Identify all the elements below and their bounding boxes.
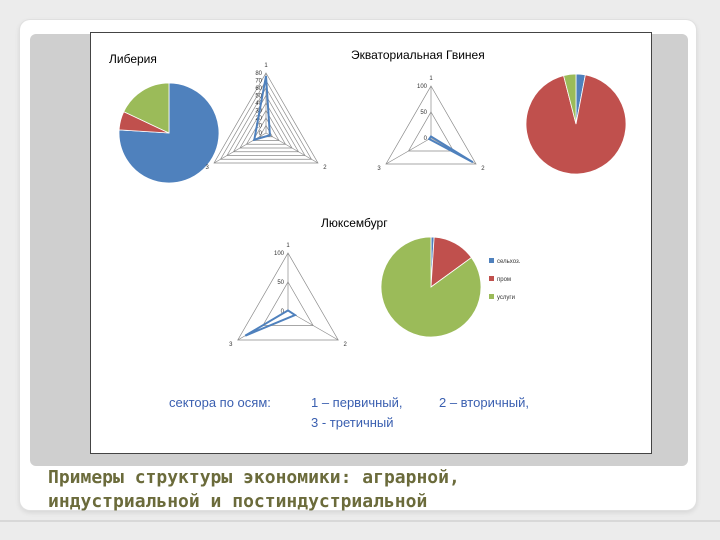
pie3-slice-2: [525, 74, 627, 175]
radar2-spoke-3: [385, 137, 432, 165]
radar1-tick-1: 10: [255, 124, 262, 130]
radar1-axis-label-1: 1: [264, 63, 268, 69]
radar4-tick-2: 100: [274, 251, 285, 257]
slide-title: Примеры структуры экономики: аграрной, и…: [48, 466, 668, 514]
radar1-tick-7: 70: [255, 79, 262, 85]
radar4-axis-label-1: 1: [286, 243, 290, 249]
radar1-tick-4: 40: [255, 101, 262, 107]
radar1-axis-label-2: 2: [323, 165, 327, 171]
legend-label-2: пром: [497, 277, 511, 283]
radar1-grid-ring-5: [232, 94, 300, 153]
legend-swatch-1: [489, 258, 494, 263]
legend-swatch-2: [489, 276, 494, 281]
radar1-grid-ring-6: [226, 87, 306, 156]
chart-title-eq-guinea: Экваториальная Гвинея: [351, 48, 485, 62]
radar4-tick-1: 50: [277, 280, 284, 286]
legend-label-3: услуги: [497, 295, 515, 301]
radar4-grid-ring-1: [262, 281, 314, 326]
radar4-axis-label-3: 3: [229, 342, 233, 348]
radar1-tick-8: 80: [255, 71, 262, 77]
radar1-axis-label-3: 3: [205, 165, 209, 171]
axes-note-item1: 1 – первичный,: [311, 395, 403, 410]
pie0-slice-3: [123, 82, 170, 134]
radar2-tick-0: 0: [424, 136, 428, 142]
axes-note-label: сектора по осям:: [169, 395, 271, 410]
radar2-axis-label-2: 2: [481, 166, 485, 172]
chart-title-luxembourg: Люксембург: [321, 216, 388, 230]
pie3-slice-3: [563, 73, 577, 125]
axes-note-item2: 2 – вторичный,: [439, 395, 530, 410]
figure-box: Либерия Экваториальная Гвинея Люксембург…: [90, 32, 652, 454]
radar4-tick-0: 0: [281, 309, 285, 315]
legend-label-1: сельхоз.: [497, 259, 521, 265]
radar2-grid-ring-1: [407, 111, 455, 152]
radar2-grid-ring-2: [385, 85, 477, 165]
radar1-grid-ring-8: [213, 72, 319, 164]
chart-title-liberia: Либерия: [109, 52, 157, 66]
radar2-tick-1: 50: [420, 110, 427, 116]
slide-divider: [0, 520, 720, 522]
radar4-spoke-2: [287, 310, 339, 341]
radar4-axis-label-2: 2: [343, 342, 347, 348]
radar1-grid-ring-4: [239, 102, 293, 149]
radar1-spoke-2: [265, 132, 319, 164]
radar1-grid-ring-2: [252, 117, 280, 141]
radar2-axis-label-3: 3: [377, 166, 381, 172]
radar2-axis-label-1: 1: [429, 76, 433, 82]
charts-canvas: Либерия Экваториальная Гвинея Люксембург…: [109, 48, 627, 348]
slide-title-line2: индустриальной и постиндустриальной: [48, 491, 428, 512]
radar1-data-series: [253, 75, 271, 142]
radar4-data-series: [244, 309, 298, 337]
radar4-grid-ring-2: [237, 252, 339, 341]
radar2-data-series: [427, 135, 474, 164]
radar2-tick-2: 100: [417, 84, 428, 90]
radar1-tick-6: 60: [255, 86, 262, 92]
radar1-grid-ring-7: [219, 79, 313, 160]
axes-note-item3: 3 - третичный: [311, 415, 394, 430]
pie5-slice-3: [380, 236, 482, 338]
legend-swatch-3: [489, 294, 494, 299]
slide-title-line1: Примеры структуры экономики: аграрной,: [48, 467, 460, 488]
radar1-tick-5: 50: [255, 94, 262, 100]
radar1-tick-0: 0: [259, 131, 263, 137]
